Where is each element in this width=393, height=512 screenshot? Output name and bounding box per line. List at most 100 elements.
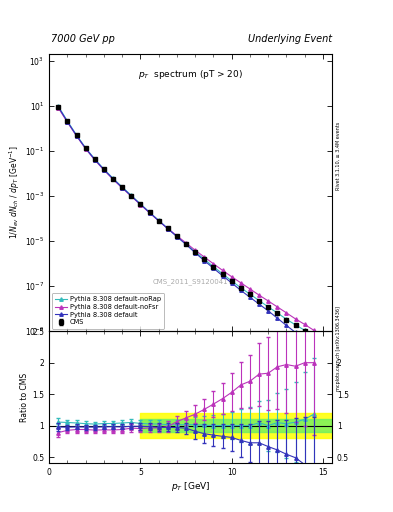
Pythia 8.308 default-noFsr (302, 322, 307, 328)
Pythia 8.308 default (302, 337, 307, 344)
Line: Pythia 8.308 default: Pythia 8.308 default (57, 105, 316, 353)
Pythia 8.308 default-noRap (202, 256, 207, 262)
X-axis label: $p_T$ [GeV]: $p_T$ [GeV] (171, 480, 210, 493)
Text: 7000 GeV pp: 7000 GeV pp (51, 33, 115, 44)
Pythia 8.308 default (83, 145, 88, 152)
Pythia 8.308 default-noFsr (56, 105, 61, 111)
Pythia 8.308 default (56, 104, 61, 110)
Pythia 8.308 default (129, 193, 134, 199)
Pythia 8.308 default-noFsr (193, 247, 198, 253)
Pythia 8.308 default-noRap (138, 201, 143, 207)
Pythia 8.308 default (293, 329, 298, 335)
Pythia 8.308 default (266, 308, 270, 314)
Pythia 8.308 default (220, 272, 225, 279)
Pythia 8.308 default-noFsr (129, 193, 134, 199)
Pythia 8.308 default (65, 119, 70, 125)
Legend: Pythia 8.308 default-noRap, Pythia 8.308 default-noFsr, Pythia 8.308 default, CM: Pythia 8.308 default-noRap, Pythia 8.308… (52, 293, 164, 329)
Pythia 8.308 default-noFsr (165, 225, 170, 231)
Pythia 8.308 default-noFsr (248, 286, 252, 292)
Text: CMS_2011_S9120041: CMS_2011_S9120041 (153, 278, 228, 285)
Pythia 8.308 default-noFsr (293, 316, 298, 322)
Pythia 8.308 default-noFsr (275, 304, 280, 310)
Pythia 8.308 default-noRap (174, 233, 179, 239)
Pythia 8.308 default-noFsr (284, 310, 289, 316)
Pythia 8.308 default-noFsr (92, 157, 97, 163)
Pythia 8.308 default-noRap (111, 175, 116, 181)
Pythia 8.308 default-noRap (120, 184, 125, 190)
Pythia 8.308 default (202, 258, 207, 264)
Pythia 8.308 default-noFsr (83, 146, 88, 152)
Pythia 8.308 default (165, 226, 170, 232)
Pythia 8.308 default-noFsr (239, 280, 243, 286)
Pythia 8.308 default-noRap (248, 291, 252, 297)
Pythia 8.308 default-noRap (74, 132, 79, 138)
Text: Rivet 3.1.10, ≥ 3.4M events: Rivet 3.1.10, ≥ 3.4M events (336, 122, 341, 190)
Pythia 8.308 default-noRap (101, 166, 106, 172)
Pythia 8.308 default-noRap (65, 118, 70, 124)
Pythia 8.308 default-noRap (257, 297, 261, 304)
Pythia 8.308 default-noFsr (101, 167, 106, 173)
Pythia 8.308 default-noRap (193, 249, 198, 255)
Pythia 8.308 default-noRap (275, 310, 280, 316)
Pythia 8.308 default-noFsr (184, 240, 188, 246)
Y-axis label: Ratio to CMS: Ratio to CMS (20, 373, 29, 422)
Pythia 8.308 default (120, 184, 125, 190)
Pythia 8.308 default-noRap (312, 332, 316, 338)
Pythia 8.308 default-noFsr (120, 185, 125, 191)
Pythia 8.308 default-noFsr (65, 119, 70, 125)
Pythia 8.308 default (239, 287, 243, 293)
Pythia 8.308 default-noRap (184, 241, 188, 247)
Text: Underlying Event: Underlying Event (248, 33, 332, 44)
Pythia 8.308 default (284, 323, 289, 329)
Pythia 8.308 default-noFsr (174, 233, 179, 239)
Pythia 8.308 default (230, 280, 234, 286)
Pythia 8.308 default (111, 176, 116, 182)
Pythia 8.308 default-noFsr (202, 254, 207, 260)
Pythia 8.308 default-noRap (211, 264, 216, 270)
Text: mcplots.cern.ch [arXiv:1306.3436]: mcplots.cern.ch [arXiv:1306.3436] (336, 306, 341, 391)
Text: $p_T$  spectrum (pT > 20): $p_T$ spectrum (pT > 20) (138, 68, 243, 80)
Pythia 8.308 default (138, 201, 143, 207)
Pythia 8.308 default (92, 157, 97, 163)
Pythia 8.308 default (174, 233, 179, 240)
Pythia 8.308 default-noRap (266, 304, 270, 310)
Pythia 8.308 default-noRap (56, 103, 61, 109)
Pythia 8.308 default-noFsr (211, 261, 216, 267)
Pythia 8.308 default-noRap (230, 278, 234, 284)
Pythia 8.308 default-noRap (83, 145, 88, 151)
Y-axis label: $1/N_{ev}\ dN_{ch}\ /\ dp_{T}\ [\mathrm{GeV}^{-1}]$: $1/N_{ev}\ dN_{ch}\ /\ dp_{T}\ [\mathrm{… (8, 145, 22, 240)
Pythia 8.308 default (248, 294, 252, 301)
Pythia 8.308 default (147, 209, 152, 216)
Pythia 8.308 default-noRap (302, 327, 307, 333)
Pythia 8.308 default (74, 133, 79, 139)
Pythia 8.308 default-noFsr (257, 292, 261, 298)
Pythia 8.308 default (156, 218, 161, 224)
Pythia 8.308 default-noRap (147, 209, 152, 215)
Pythia 8.308 default (193, 250, 198, 256)
Pythia 8.308 default-noFsr (156, 218, 161, 224)
Pythia 8.308 default-noFsr (312, 327, 316, 333)
Pythia 8.308 default-noRap (284, 316, 289, 323)
Pythia 8.308 default-noFsr (220, 267, 225, 273)
Pythia 8.308 default-noFsr (111, 176, 116, 182)
Pythia 8.308 default-noRap (165, 225, 170, 231)
Pythia 8.308 default-noFsr (138, 202, 143, 208)
Pythia 8.308 default-noRap (220, 271, 225, 277)
Line: Pythia 8.308 default-noFsr: Pythia 8.308 default-noFsr (57, 106, 316, 332)
Pythia 8.308 default-noFsr (266, 298, 270, 304)
Pythia 8.308 default-noFsr (147, 210, 152, 216)
Pythia 8.308 default-noFsr (74, 133, 79, 139)
Pythia 8.308 default-noRap (239, 285, 243, 291)
Pythia 8.308 default-noRap (293, 322, 298, 328)
Pythia 8.308 default (312, 348, 316, 354)
Pythia 8.308 default (211, 265, 216, 271)
Pythia 8.308 default-noRap (156, 217, 161, 223)
Pythia 8.308 default (184, 242, 188, 248)
Pythia 8.308 default-noRap (129, 193, 134, 199)
Pythia 8.308 default-noFsr (230, 274, 234, 280)
Line: Pythia 8.308 default-noRap: Pythia 8.308 default-noRap (57, 104, 316, 337)
Pythia 8.308 default (257, 301, 261, 307)
Pythia 8.308 default (101, 166, 106, 173)
Pythia 8.308 default (275, 315, 280, 321)
Pythia 8.308 default-noRap (92, 156, 97, 162)
